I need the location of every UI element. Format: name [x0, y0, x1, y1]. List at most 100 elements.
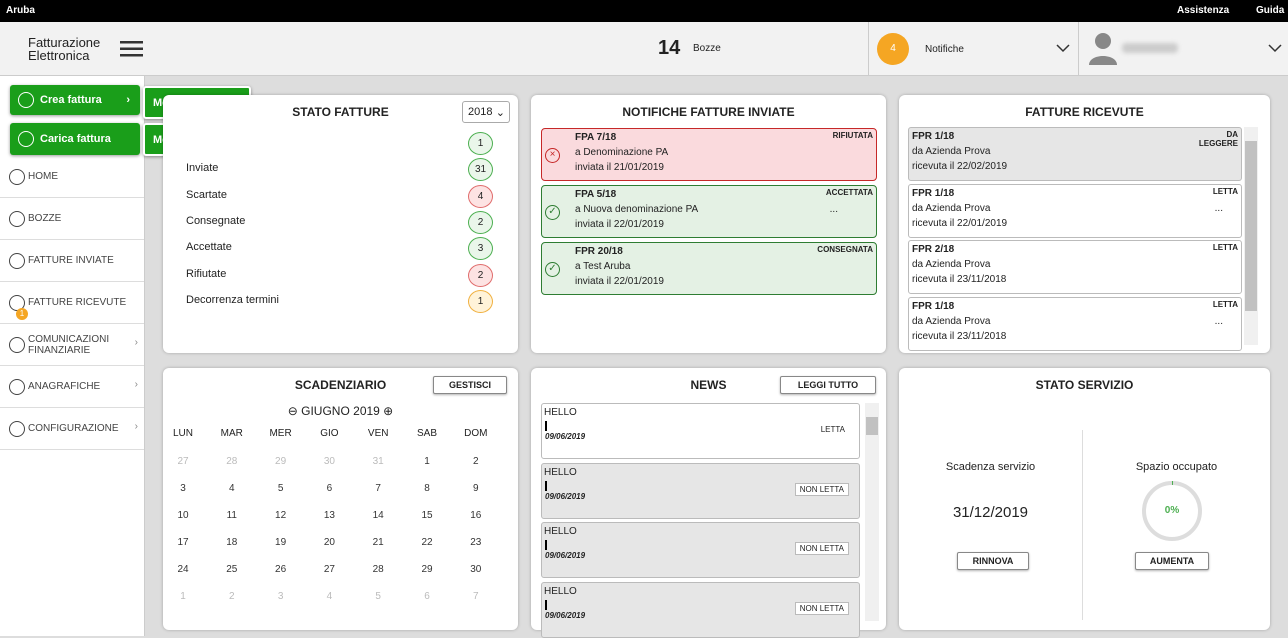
weekday: GIO: [320, 428, 339, 439]
create-invoice[interactable]: Crea fattura ›: [10, 85, 140, 115]
calendar-day[interactable]: 28: [226, 456, 238, 467]
received-date: ricevuta il 22/01/2019: [912, 217, 1008, 229]
calendar-card: SCADENZIARIO GESTISCI ⊖ GIUGNO 2019 ⊕ LU…: [163, 368, 518, 630]
invoice-id: FPA 7/18: [575, 132, 617, 143]
calendar-day[interactable]: 10: [177, 510, 189, 521]
calendar-day[interactable]: 1: [424, 456, 430, 467]
user-avatar[interactable]: [1088, 31, 1118, 65]
calendar-day[interactable]: 27: [177, 456, 189, 467]
calendar-day[interactable]: 1: [180, 591, 186, 602]
chevron[interactable]: [1056, 44, 1070, 53]
calendar-day[interactable]: 20: [323, 537, 335, 548]
calendar-day[interactable]: 3: [277, 591, 284, 602]
calendar-day[interactable]: 14: [372, 510, 384, 521]
calendar-day[interactable]: 13: [323, 510, 335, 521]
calendar-day[interactable]: 5: [277, 483, 284, 494]
notification-item[interactable]: FPA 5/18 ACCETTATA a Nuova denominazione P…: [541, 185, 877, 238]
year-select[interactable]: 2018 ⌄: [462, 101, 510, 123]
calendar-day[interactable]: 3: [180, 483, 186, 494]
news-item[interactable]: HELLO 09/06/2019 NON LETTA: [541, 522, 860, 579]
calendar-day[interactable]: 2: [473, 456, 479, 467]
calendar-day[interactable]: 8: [424, 483, 430, 494]
received-item[interactable]: FPR 2/18 LETTA da Azienda Prova ricevuta il…: [908, 240, 1242, 294]
calendar-day[interactable]: 25: [226, 564, 238, 575]
invoice-id: FPA 5/18: [575, 189, 617, 200]
drafts-label[interactable]: Bozze: [693, 43, 721, 54]
invoice-id: FPR 20/18: [575, 246, 623, 257]
calendar-day[interactable]: 18: [226, 537, 238, 548]
calendar-day[interactable]: 6: [424, 591, 430, 602]
upload-invoice[interactable]: Carica fattura: [10, 123, 140, 155]
calendar-day[interactable]: 29: [421, 564, 433, 575]
scrollbar[interactable]: [865, 403, 879, 621]
nav-item[interactable]: COMUNICAZIONI FINANZIARIE ›: [0, 324, 144, 366]
nav-item[interactable]: ANAGRAFICHE ›: [0, 366, 144, 408]
notification-item[interactable]: FPA 7/18 RIFIUTATA a Denominazione PA invia…: [541, 128, 877, 181]
calendar-day[interactable]: 26: [275, 564, 287, 575]
nav-item[interactable]: CONFIGURAZIONE ›: [0, 408, 144, 450]
news-item[interactable]: HELLO 09/06/2019 LETTA: [541, 403, 860, 459]
received-item[interactable]: FPR 1/18 LETTA da Azienda Prova ricevuta il…: [908, 296, 1242, 351]
scrollbar[interactable]: [1244, 127, 1258, 345]
calendar-day[interactable]: 23: [470, 537, 482, 548]
nav-item[interactable]: HOME: [0, 156, 144, 198]
calendar-day[interactable]: 16: [470, 510, 482, 521]
calendar-day[interactable]: 30: [323, 456, 335, 467]
calendar-day[interactable]: 15: [421, 510, 433, 521]
drafts-count[interactable]: 14: [658, 37, 681, 59]
calendar-day[interactable]: 31: [372, 456, 384, 467]
notifications-label[interactable]: Notifiche: [925, 44, 964, 55]
status-count: 4: [468, 184, 493, 208]
calendar-day[interactable]: 30: [470, 564, 482, 575]
news-item[interactable]: HELLO 09/06/2019 NON LETTA: [541, 582, 860, 638]
calendar-day[interactable]: 2: [229, 591, 235, 602]
received-item[interactable]: FPR 1/18 LETTA da Azienda Prova ricevuta il…: [908, 183, 1242, 238]
status-label: Accettate: [186, 241, 232, 254]
help-link[interactable]: Assistenza: [1177, 5, 1230, 16]
calendar-day[interactable]: 21: [372, 537, 384, 548]
menu-icon[interactable]: [120, 40, 144, 58]
calendar-day[interactable]: 4: [326, 591, 333, 602]
received-item[interactable]: FPR 1/18 DA LEGGERE da Azienda Prova ricevu…: [908, 127, 1242, 181]
calendar-day[interactable]: 27: [323, 564, 335, 575]
calendar-day[interactable]: 6: [326, 483, 333, 494]
nav-label: FATTURE RICEVUTE: [28, 297, 127, 308]
month-nav[interactable]: ⊖ GIUGNO 2019 ⊕: [287, 404, 394, 418]
invoice-status-card: STATO FATTURE 2018 ⌄ 1 Inviate 31 Scartate 4…: [163, 95, 518, 353]
calendar-day[interactable]: 24: [177, 564, 189, 575]
calendar-day[interactable]: 28: [372, 564, 384, 575]
invoice-id: FPR 1/18: [912, 131, 955, 142]
nav-item[interactable]: FATTURE RICEVUTE 1: [0, 282, 144, 324]
notifications-count[interactable]: 4: [877, 33, 909, 65]
chevron[interactable]: [1268, 44, 1282, 53]
logo[interactable]: Fatturazione Elettronica: [28, 36, 100, 62]
calendar-day[interactable]: 5: [375, 591, 381, 602]
month: GIUGNO 2019: [301, 404, 380, 418]
status-label: Inviate: [186, 162, 219, 175]
nav-icon: [9, 211, 25, 227]
calendar-day[interactable]: 22: [421, 537, 433, 548]
increase-button[interactable]: AUMENTA: [1135, 552, 1209, 570]
calendar-day[interactable]: 4: [229, 483, 235, 494]
calendar-day[interactable]: 19: [275, 537, 287, 548]
calendar-day[interactable]: 12: [275, 510, 287, 521]
calendar-day[interactable]: 11: [226, 510, 237, 521]
brand: Aruba: [6, 5, 35, 16]
calendar-day[interactable]: 9: [473, 483, 479, 494]
calendar-day[interactable]: 17: [177, 537, 189, 548]
guide-link[interactable]: Guida: [1256, 5, 1285, 16]
read-all-button[interactable]: LEGGI TUTTO: [780, 376, 876, 394]
manage-button[interactable]: GESTISCI: [433, 376, 507, 394]
nav-item[interactable]: FATTURE INVIATE: [0, 240, 144, 282]
nav-chevron: ›: [134, 337, 138, 348]
calendar-day[interactable]: 7: [375, 483, 381, 494]
logo-line: Fatturazione: [28, 35, 101, 50]
calendar-day[interactable]: 29: [275, 456, 287, 467]
notification-item[interactable]: FPR 20/18 CONSEGNATA a Test Aruba inviata i…: [541, 242, 877, 295]
divider: [1082, 430, 1083, 620]
renew-button[interactable]: RINNOVA: [957, 552, 1029, 570]
nav-item[interactable]: BOZZE: [0, 198, 144, 240]
news-item[interactable]: HELLO 09/06/2019 NON LETTA: [541, 462, 860, 519]
calendar-day[interactable]: 7: [473, 591, 479, 602]
